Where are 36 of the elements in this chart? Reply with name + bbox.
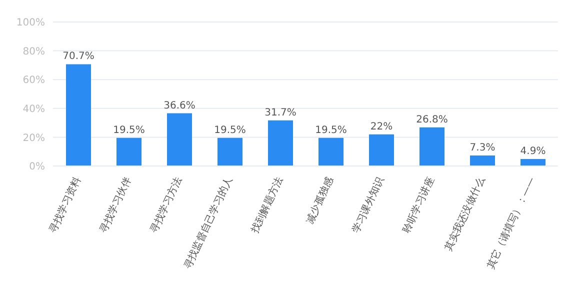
- x-tick-label: 学习课外知识: [350, 175, 386, 235]
- data-label: 26.8%: [416, 114, 448, 126]
- x-tick-label: 寻找学习伙伴: [98, 175, 134, 235]
- bar: [520, 158, 546, 166]
- bar: [420, 127, 444, 166]
- x-tick-label: 寻找监督自己学习的人: [182, 175, 235, 271]
- bar: [218, 138, 242, 166]
- x-tick-label: 其实我还没做什么: [442, 175, 488, 253]
- bar: [470, 155, 495, 166]
- bar: [268, 120, 293, 166]
- data-label: 22%: [370, 121, 393, 132]
- data-label: 19.5%: [214, 124, 246, 136]
- data-label: 31.7%: [264, 107, 296, 118]
- y-tick-label: 100%: [16, 18, 45, 29]
- x-tick-label: 寻找学习方法: [148, 175, 184, 235]
- y-tick-label: 20%: [22, 132, 45, 144]
- y-tick-label: 60%: [22, 75, 45, 86]
- x-tick-label: 寻找学习资料: [47, 175, 84, 235]
- bar: [116, 138, 142, 166]
- data-label: 4.9%: [520, 146, 546, 157]
- bar: [369, 134, 394, 166]
- bar: [318, 138, 344, 166]
- bar: [167, 113, 192, 166]
- y-tick-label: 80%: [22, 46, 45, 58]
- data-label: 19.5%: [113, 124, 145, 136]
- y-tick-label: 0%: [29, 162, 45, 173]
- bar: [66, 64, 91, 166]
- data-label: 70.7%: [62, 51, 94, 62]
- x-tick-label: 减少孤独感: [304, 175, 336, 226]
- x-tick-label: 其它（请填写）：——: [484, 175, 538, 271]
- x-tick-label: 找到解题方法: [248, 175, 286, 236]
- data-label: 36.6%: [164, 100, 196, 112]
- x-tick-label: 聆听学习讲座: [400, 175, 437, 235]
- y-tick-label: 40%: [22, 104, 45, 115]
- data-label: 19.5%: [315, 124, 347, 136]
- data-label: 7.3%: [470, 142, 496, 154]
